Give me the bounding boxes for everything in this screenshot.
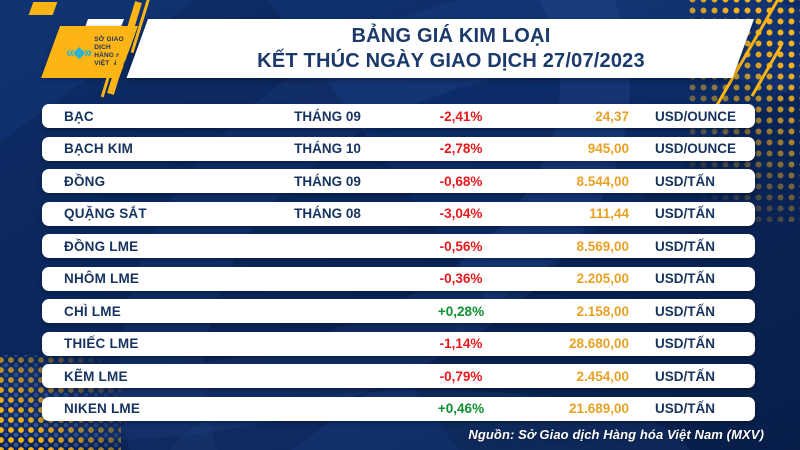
price-unit: USD/TẤN: [655, 238, 715, 254]
percent-change: -2,78%: [439, 141, 483, 156]
table-row: ĐỒNG LME -0,56% 8.569,00 USD/TẤN: [42, 234, 755, 258]
title-line-2: KẾT THÚC NGÀY GIAO DỊCH 27/07/2023: [257, 49, 645, 72]
metal-name: THIẾC LME: [64, 336, 139, 351]
metal-name: ĐỒNG LME: [64, 238, 139, 254]
price-value: 111,44: [589, 206, 629, 221]
price-value: 8.569,00: [576, 238, 629, 254]
price-unit: USD/TẤN: [655, 206, 715, 221]
price-table: BẠC THÁNG 09 -2,41% 24,37 USD/OUNCE BẠCH…: [42, 104, 755, 429]
page-title: BẢNG GIÁ KIM LOẠI KẾT THÚC NGÀY GIAO DỊC…: [148, 19, 754, 78]
contract-month: THÁNG 09: [294, 173, 361, 189]
percent-change: -3,04%: [439, 206, 483, 221]
price-value: 8.544,00: [576, 173, 629, 189]
percent-change: -0,36%: [439, 271, 483, 286]
percent-change: +0,28%: [437, 303, 485, 319]
metal-name: QUẶNG SẮT: [64, 206, 147, 221]
price-unit: USD/TẤN: [655, 303, 715, 319]
price-value: 2.205,00: [576, 271, 629, 286]
price-value: 21.689,00: [568, 401, 629, 416]
table-row: KẼM LME -0,79% 2.454,00 USD/TẤN: [42, 364, 755, 388]
metal-name: KẼM LME: [64, 368, 128, 384]
mxv-logo-icon: «◆»: [66, 43, 92, 61]
table-row: THIẾC LME -1,14% 28.680,00 USD/TẤN: [42, 331, 755, 356]
metal-name: BẠC: [64, 108, 94, 124]
price-unit: USD/TẤN: [655, 336, 715, 351]
price-value: 24,37: [595, 108, 629, 124]
price-unit: USD/OUNCE: [655, 141, 737, 156]
metal-name: NHÔM LME: [64, 271, 140, 286]
metal-name: CHÌ LME: [64, 303, 121, 319]
price-unit: USD/TẤN: [655, 271, 715, 286]
price-unit: USD/OUNCE: [655, 108, 737, 124]
price-value: 945,00: [587, 141, 629, 156]
price-unit: USD/TẤN: [655, 401, 715, 416]
price-unit: USD/TẤN: [655, 173, 715, 189]
table-row: NHÔM LME -0,36% 2.205,00 USD/TẤN: [42, 266, 755, 291]
table-row: QUẶNG SẮT THÁNG 08 -3,04% 111,44 USD/TẤN: [42, 201, 755, 226]
contract-month: THÁNG 09: [294, 108, 361, 124]
contract-month: THÁNG 10: [294, 141, 361, 156]
price-value: 2.158,00: [576, 303, 629, 319]
percent-change: -0,56%: [439, 238, 483, 254]
percent-change: +0,46%: [437, 401, 485, 416]
table-row: CHÌ LME +0,28% 2.158,00 USD/TẤN: [42, 299, 755, 323]
price-value: 28.680,00: [568, 336, 629, 351]
table-row: ĐỒNG THÁNG 09 -0,68% 8.544,00 USD/TẤN: [42, 169, 755, 193]
title-banner: BẢNG GIÁ KIM LOẠI KẾT THÚC NGÀY GIAO DỊC…: [126, 19, 754, 78]
price-unit: USD/TẤN: [655, 368, 715, 384]
percent-change: -0,68%: [439, 173, 483, 189]
contract-month: THÁNG 08: [294, 206, 361, 221]
yellow-corner-accent: [28, 2, 58, 15]
metal-name: BẠCH KIM: [64, 141, 134, 156]
percent-change: -0,79%: [439, 368, 483, 384]
percent-change: -1,14%: [439, 336, 483, 351]
percent-change: -2,41%: [439, 108, 483, 124]
table-row: NIKEN LME +0,46% 21.689,00 USD/TẤN: [42, 396, 755, 421]
price-value: 2.454,00: [576, 368, 629, 384]
table-row: BẠC THÁNG 09 -2,41% 24,37 USD/OUNCE: [42, 104, 755, 128]
source-caption: Nguồn: Sở Giao dịch Hàng hóa Việt Nam (M…: [468, 427, 764, 442]
metal-name: NIKEN LME: [64, 401, 141, 416]
metal-name: ĐỒNG: [64, 173, 106, 189]
title-line-1: BẢNG GIÁ KIM LOẠI: [351, 24, 551, 47]
table-row: BẠCH KIM THÁNG 10 -2,78% 945,00 USD/OUNC…: [42, 136, 755, 161]
